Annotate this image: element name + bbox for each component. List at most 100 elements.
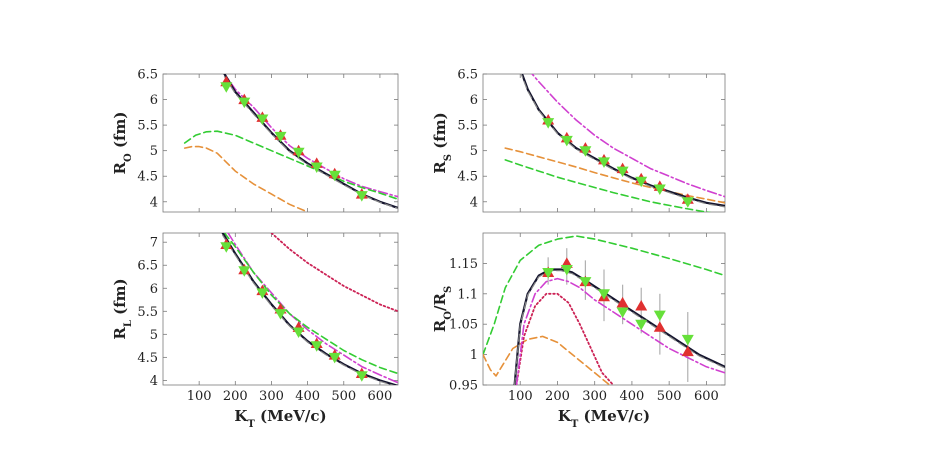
y-axis-label: RS (fm) xyxy=(431,112,454,173)
marker-green-triangles xyxy=(635,176,648,188)
series-line-solid-black xyxy=(520,74,725,207)
marker-green-triangles xyxy=(310,162,323,173)
x-tick-label: 200 xyxy=(545,389,570,404)
series-line-dash-dot-magenta xyxy=(531,74,725,198)
marker-green-triangles xyxy=(220,242,233,253)
marker-green-triangles xyxy=(238,266,251,277)
series-line-dash-dot-magenta xyxy=(223,74,398,198)
y-axis-label: RO (fm) xyxy=(111,112,134,175)
series-line-dashed-gray xyxy=(514,270,725,385)
y-tick-label: 6.5 xyxy=(137,259,158,274)
panel-ratio: 0.95 1 1.05 1.1 1.15 100 200 300 400 500 600 RO/RS K… xyxy=(431,232,726,430)
series-line-dashed-orange xyxy=(504,147,725,204)
marker-red-triangles xyxy=(616,296,629,308)
x-axis-label: KT (MeV/c) xyxy=(234,407,326,430)
series-line-dotted-crimson xyxy=(515,292,615,385)
marker-green-triangles xyxy=(256,114,269,125)
x-tick-label: 300 xyxy=(259,389,284,404)
y-axis-label: RO/RS xyxy=(431,286,454,332)
y-tick-label: 1.05 xyxy=(449,318,478,333)
marker-red-triangles xyxy=(635,300,648,311)
y-tick-label: 1 xyxy=(470,348,478,363)
marker-green-triangles xyxy=(653,184,666,195)
series-line-solid-black xyxy=(221,233,398,385)
x-tick-label: 300 xyxy=(582,389,607,404)
series-line-dash-dot-magenta xyxy=(515,277,725,385)
marker-green-triangles xyxy=(681,197,694,208)
y-axis-label: RL (fm) xyxy=(111,278,134,339)
y-tick-label: 5 xyxy=(470,144,478,159)
marker-green-triangles xyxy=(355,191,368,202)
marker-red-triangles xyxy=(653,321,666,332)
y-tick-label: 6 xyxy=(150,282,158,297)
marker-green-triangles xyxy=(598,157,610,168)
y-tick-label: 6 xyxy=(150,93,158,108)
plot-area xyxy=(504,74,725,212)
y-tick-label: 4.5 xyxy=(457,170,478,185)
y-tick-label: 4.5 xyxy=(137,351,158,366)
panel-rs: 4 4.5 5 5.5 6 6.5 RS (fm) xyxy=(431,68,726,213)
marker-green-triangles xyxy=(220,82,233,93)
series-line-dashed-orange xyxy=(183,145,309,212)
series-line-dashed-green xyxy=(183,130,398,200)
y-tick-label: 5.5 xyxy=(457,119,478,134)
y-tick-label: 1.15 xyxy=(449,257,478,272)
marker-green-triangles xyxy=(274,309,287,320)
series-line-dashed-green xyxy=(504,159,712,212)
marker-green-triangles xyxy=(238,97,251,109)
y-tick-label: 4 xyxy=(470,195,478,210)
y-tick-label: 6.5 xyxy=(137,68,158,83)
x-tick-label: 100 xyxy=(187,389,212,404)
marker-green-triangles xyxy=(653,310,666,322)
plot-area xyxy=(483,235,725,385)
marker-green-triangles xyxy=(274,131,287,143)
plot-area xyxy=(221,233,398,385)
plot-area xyxy=(183,74,398,212)
marker-green-triangles xyxy=(560,135,573,147)
y-tick-label: 0.95 xyxy=(449,379,478,394)
y-tick-label: 6 xyxy=(470,93,478,108)
series-line-solid-black xyxy=(513,268,725,385)
x-tick-label: 400 xyxy=(620,389,645,404)
plot-frame xyxy=(482,73,726,213)
marker-green-triangles xyxy=(560,265,573,276)
y-tick-label: 5 xyxy=(150,144,158,159)
plot-frame xyxy=(162,232,399,386)
series-line-dash-dot-magenta xyxy=(227,233,398,384)
marker-green-triangles xyxy=(292,327,305,338)
marker-green-triangles xyxy=(598,289,610,300)
marker-green-triangles xyxy=(542,118,555,129)
x-axis-label: KT (MeV/c) xyxy=(558,407,650,430)
marker-red-triangles xyxy=(681,345,694,357)
y-tick-label: 4 xyxy=(150,195,158,210)
plot-frame xyxy=(482,232,726,386)
series-line-dashed-gray xyxy=(223,76,398,209)
y-tick-label: 6.5 xyxy=(457,68,478,83)
marker-green-triangles xyxy=(328,352,341,364)
marker-green-triangles xyxy=(635,319,648,331)
marker-green-triangles xyxy=(292,147,305,159)
x-tick-label: 600 xyxy=(368,389,393,404)
y-tick-label: 5.5 xyxy=(137,305,158,320)
y-tick-label: 5 xyxy=(150,328,158,343)
x-tick-label: 100 xyxy=(508,389,533,404)
x-tick-label: 600 xyxy=(694,389,719,404)
marker-green-triangles xyxy=(310,341,323,352)
marker-green-triangles xyxy=(616,307,629,318)
series-line-dotted-crimson xyxy=(270,233,398,313)
y-tick-label: 7 xyxy=(150,236,158,251)
y-tick-label: 4 xyxy=(150,374,158,389)
series-line-dashed-orange xyxy=(483,335,611,385)
x-tick-label: 400 xyxy=(295,389,320,404)
marker-green-triangles xyxy=(542,268,555,279)
y-tick-label: 1.1 xyxy=(457,287,478,302)
marker-green-triangles xyxy=(579,277,592,288)
panel-ro: 4 4.5 5 5.5 6 6.5 RO (fm) xyxy=(111,68,399,213)
marker-green-triangles xyxy=(681,334,694,346)
marker-green-triangles xyxy=(328,170,341,182)
y-tick-label: 5.5 xyxy=(137,119,158,134)
series-line-dashed-green xyxy=(483,235,725,356)
x-tick-label: 500 xyxy=(657,389,682,404)
panel-rl: 4 4.5 5 5.5 6 6.5 7 100 200 300 400 500 600 RL (fm) KT… xyxy=(111,232,399,430)
